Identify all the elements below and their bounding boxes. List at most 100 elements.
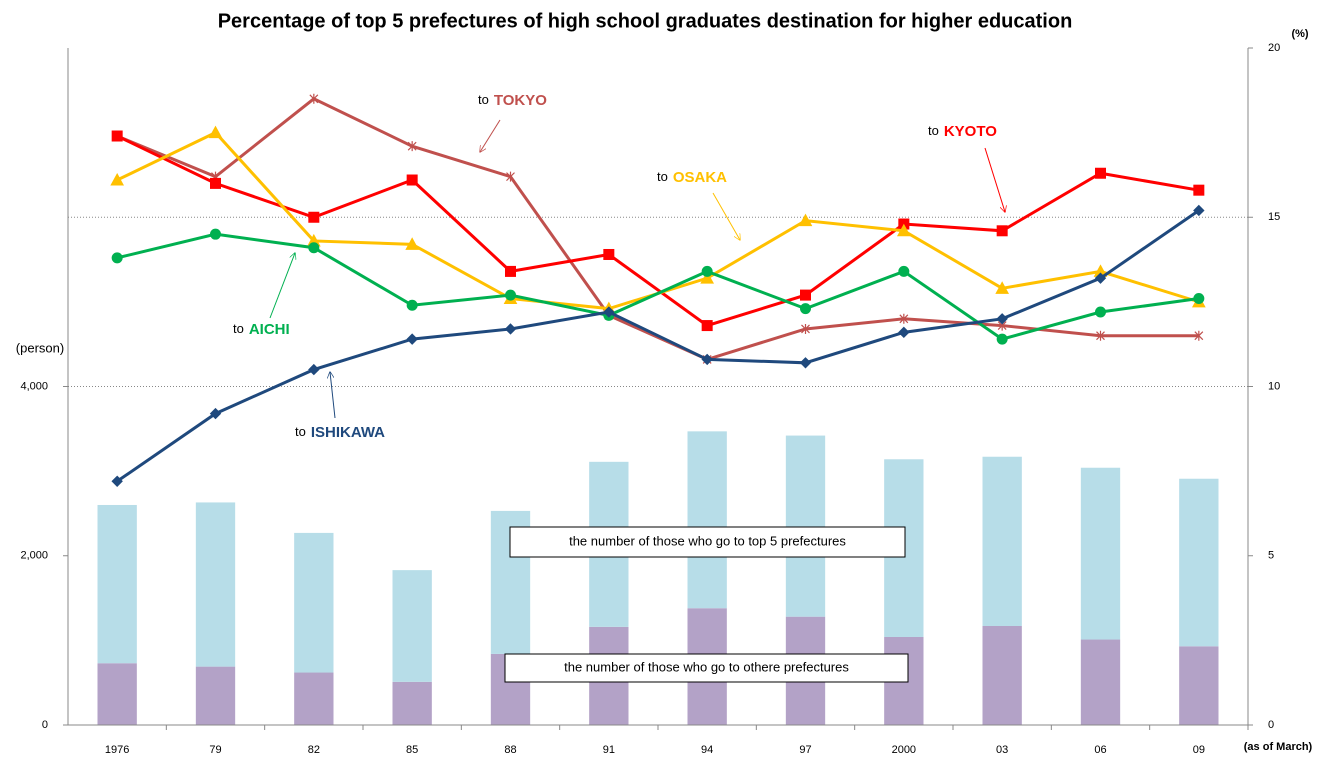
bar xyxy=(97,663,137,725)
marker xyxy=(110,172,125,186)
marker xyxy=(1095,167,1106,179)
marker xyxy=(700,271,715,284)
x-tick-label: 97 xyxy=(799,744,811,756)
bar-label: the number of those who go to top 5 pref… xyxy=(569,533,846,548)
marker xyxy=(1095,306,1106,318)
marker xyxy=(407,141,417,152)
x-axis-label: (as of March) xyxy=(1244,741,1313,753)
arrow xyxy=(330,372,336,419)
line xyxy=(116,134,1200,328)
marker xyxy=(799,357,812,369)
bar xyxy=(195,666,236,725)
y2-tick-label: 5 xyxy=(1268,550,1274,562)
x-tick-label: 91 xyxy=(603,744,615,756)
marker xyxy=(1193,204,1205,217)
chart-title: Percentage of top 5 prefectures of high … xyxy=(218,10,1073,32)
label-prefix: to xyxy=(657,169,668,184)
marker xyxy=(800,289,811,301)
marker xyxy=(1094,272,1107,284)
line xyxy=(116,209,1200,483)
bar xyxy=(294,532,334,673)
marker xyxy=(701,353,713,366)
line xyxy=(116,232,1200,341)
marker xyxy=(996,313,1008,325)
line xyxy=(116,97,1199,362)
y-axis-label: (person) xyxy=(16,340,64,355)
marker xyxy=(996,225,1008,237)
marker xyxy=(504,323,517,335)
y-tick-label: 4,000 xyxy=(20,380,48,392)
x-tick-label: 79 xyxy=(209,744,221,756)
x-tick-label: 1976 xyxy=(105,744,129,756)
marker xyxy=(308,211,320,223)
x-tick-label: 06 xyxy=(1094,744,1106,756)
marker xyxy=(1193,184,1205,196)
marker xyxy=(208,125,223,139)
marker xyxy=(995,281,1010,294)
label-prefix: to xyxy=(295,424,306,439)
marker xyxy=(308,363,320,376)
x-tick-label: 09 xyxy=(1193,744,1205,756)
bar xyxy=(1080,639,1121,725)
marker xyxy=(800,303,811,315)
marker xyxy=(406,299,418,311)
marker xyxy=(996,333,1008,345)
label-name: ISHIKAWA xyxy=(311,424,385,441)
label-prefix: to xyxy=(928,123,939,138)
arrow xyxy=(269,253,295,319)
bar xyxy=(1179,646,1219,725)
x-tick-label: 03 xyxy=(996,744,1008,756)
x-tick-label: 85 xyxy=(406,744,418,756)
bar xyxy=(982,456,1022,626)
marker xyxy=(603,306,615,318)
marker xyxy=(406,333,418,345)
bar xyxy=(982,625,1022,725)
bar xyxy=(392,570,432,682)
marker xyxy=(210,177,221,189)
marker xyxy=(801,323,810,334)
marker xyxy=(1096,330,1105,341)
marker xyxy=(111,252,123,264)
bar xyxy=(785,435,826,617)
marker xyxy=(603,248,615,260)
y2-axis-label: (%) xyxy=(1291,28,1308,40)
marker xyxy=(505,265,516,277)
marker xyxy=(111,475,123,487)
arrow xyxy=(712,192,740,240)
marker xyxy=(406,174,418,186)
line-label: to ISHIKAWA xyxy=(295,424,385,441)
marker xyxy=(898,265,910,277)
marker xyxy=(701,265,713,277)
x-tick-label: 94 xyxy=(701,744,713,756)
y2-tick-label: 10 xyxy=(1268,380,1280,392)
marker xyxy=(505,289,516,301)
label-name: KYOTO xyxy=(944,123,997,140)
bar xyxy=(97,504,137,664)
marker xyxy=(1194,330,1204,341)
marker xyxy=(896,223,911,237)
marker xyxy=(405,237,420,250)
x-tick-label: 82 xyxy=(308,744,320,756)
marker xyxy=(210,228,221,240)
y2-tick-label: 20 xyxy=(1268,42,1280,54)
arrow xyxy=(480,119,501,152)
x-tick-label: 2000 xyxy=(892,744,916,756)
marker xyxy=(701,320,713,332)
marker xyxy=(798,213,813,227)
label-name: AICHI xyxy=(249,321,290,338)
bar xyxy=(687,431,727,609)
arrow xyxy=(984,147,1005,212)
label-prefix: to xyxy=(478,92,489,107)
y-tick-label: 0 xyxy=(42,719,48,731)
marker xyxy=(898,326,910,339)
y2-tick-label: 0 xyxy=(1268,719,1274,731)
bar-label: the number of those who go to othere pre… xyxy=(564,659,849,674)
line-label: to KYOTO xyxy=(928,123,997,140)
line-label: to AICHI xyxy=(233,321,290,338)
line-label: to OSAKA xyxy=(657,169,727,186)
x-tick-label: 88 xyxy=(504,744,516,756)
bar xyxy=(392,681,432,725)
marker xyxy=(111,130,123,142)
label-name: TOKYO xyxy=(494,92,547,109)
